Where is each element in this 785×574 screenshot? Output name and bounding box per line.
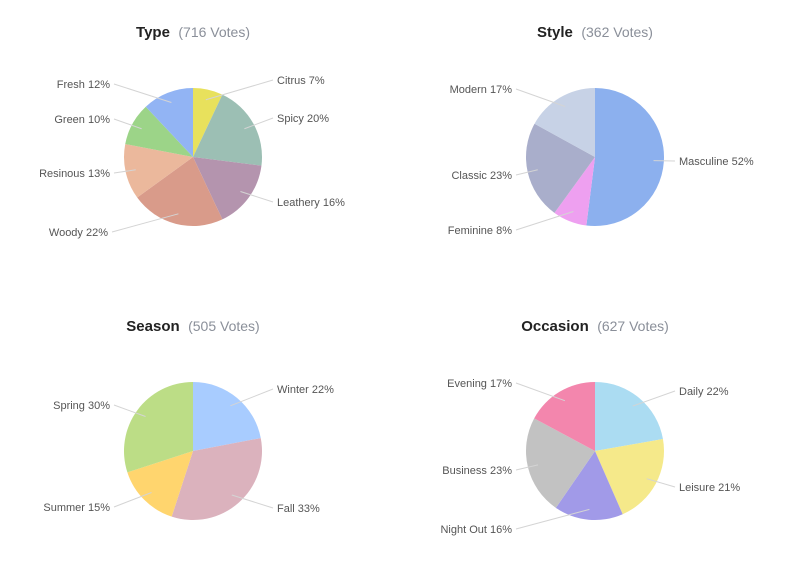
occasion-leader-evening — [515, 382, 566, 402]
style-label-masculine: Masculine 52% — [679, 156, 754, 168]
style-pie-labels: Masculine 52% Feminine 8% Classic 23% Moder… — [448, 84, 754, 237]
type-label-citrus: Citrus 7% — [277, 75, 325, 87]
season-leader-winter — [230, 388, 274, 407]
style-label-classic: Classic 23% — [451, 170, 512, 182]
type-label-leathery: Leathery 16% — [277, 197, 345, 209]
occasion-title-text: Occasion — [521, 318, 589, 335]
style-slice-modern[interactable] — [534, 88, 595, 157]
occasion-slice-evening[interactable] — [534, 382, 595, 451]
style-title-text: Style — [537, 24, 573, 41]
occasion-slice-business[interactable] — [525, 418, 595, 508]
occasion-pie-labels: Daily 22% Leisure 21% Night Out 16% Busines… — [440, 378, 740, 536]
style-slice-feminine[interactable] — [554, 157, 595, 226]
season-label-fall: Fall 33% — [277, 503, 320, 515]
type-leader-fresh — [113, 83, 172, 103]
season-leader-spring — [113, 404, 146, 417]
occasion-leader-leisure — [646, 478, 676, 488]
season-label-summer: Summer 15% — [43, 502, 110, 514]
type-slice-citrus[interactable] — [193, 88, 223, 157]
occasion-slice-daily[interactable] — [595, 382, 663, 451]
occasion-chart-title: Occasion (627 Votes) — [521, 318, 669, 335]
season-votes-count: (505 Votes) — [188, 318, 260, 334]
season-slice-winter[interactable] — [193, 382, 261, 451]
type-slice-leathery[interactable] — [193, 157, 262, 220]
occasion-slice-leisure[interactable] — [595, 439, 664, 515]
style-leader-feminine — [515, 211, 574, 231]
type-pie-slices — [124, 88, 262, 226]
style-pie-slices — [526, 88, 664, 226]
type-leader-citrus — [205, 79, 274, 101]
season-leader-summer — [113, 492, 152, 508]
occasion-votes-count: (627 Votes) — [597, 318, 669, 334]
style-chart-title: Style (362 Votes) — [537, 24, 653, 41]
type-slice-spicy[interactable] — [193, 94, 262, 166]
type-slice-resinous[interactable] — [124, 144, 193, 198]
season-chart-title: Season (505 Votes) — [126, 318, 259, 335]
season-slice-summer[interactable] — [127, 451, 193, 517]
type-label-green: Green 10% — [54, 114, 110, 126]
type-pie-labels: Citrus 7% Spicy 20% Leathery 16% Woody 22% R… — [39, 75, 345, 239]
occasion-pie-slices — [525, 382, 664, 520]
occasion-leader-business — [515, 464, 539, 471]
type-label-woody: Woody 22% — [49, 227, 108, 239]
occasion-label-business: Business 23% — [442, 465, 512, 477]
type-label-spicy: Spicy 20% — [277, 113, 329, 125]
occasion-pie-chart: Occasion (627 Votes) Daily 22% Leisure 21… — [440, 318, 740, 536]
season-pie-chart: Season (505 Votes) Winter 22% Fall 33% Sum… — [43, 318, 334, 521]
type-label-fresh: Fresh 12% — [57, 79, 110, 91]
type-leader-woody — [111, 213, 179, 233]
type-leader-green — [113, 118, 142, 130]
type-slice-woody[interactable] — [137, 157, 223, 226]
style-votes-count: (362 Votes) — [581, 24, 653, 40]
style-leader-modern — [515, 88, 566, 107]
season-slice-fall[interactable] — [171, 438, 263, 521]
season-label-winter: Winter 22% — [277, 384, 334, 396]
type-leader-resinous — [113, 169, 136, 174]
type-leader-leathery — [240, 190, 274, 203]
occasion-leader-night-out — [515, 508, 590, 530]
season-leader-fall — [231, 494, 274, 509]
occasion-label-leisure: Leisure 21% — [679, 482, 740, 494]
season-label-spring: Spring 30% — [53, 400, 110, 412]
type-slice-green[interactable] — [125, 106, 193, 157]
type-pie-chart: Type (716 Votes) Citrus 7% Spicy 20% Leath… — [39, 24, 345, 239]
occasion-leader-daily — [632, 390, 676, 407]
season-pie-labels: Winter 22% Fall 33% Summer 15% Spring 30% — [43, 384, 334, 515]
type-chart-title: Type (716 Votes) — [136, 24, 250, 41]
style-leader-classic — [515, 169, 538, 176]
occasion-label-night-out: Night Out 16% — [440, 524, 512, 536]
occasion-slice-night-out[interactable] — [555, 451, 623, 520]
type-votes-count: (716 Votes) — [178, 24, 250, 40]
season-pie-slices — [124, 382, 263, 521]
season-slice-spring[interactable] — [124, 382, 193, 473]
style-pie-chart: Style (362 Votes) Masculine 52% Feminine … — [448, 24, 754, 237]
style-label-feminine: Feminine 8% — [448, 225, 512, 237]
style-slice-classic[interactable] — [526, 123, 595, 213]
occasion-label-daily: Daily 22% — [679, 386, 729, 398]
type-leader-spicy — [244, 117, 274, 130]
season-title-text: Season — [126, 318, 179, 335]
type-title-text: Type — [136, 24, 170, 41]
style-slice-masculine[interactable] — [586, 88, 664, 226]
type-slice-fresh[interactable] — [145, 88, 193, 157]
occasion-label-evening: Evening 17% — [447, 378, 512, 390]
type-label-resinous: Resinous 13% — [39, 168, 110, 180]
style-label-modern: Modern 17% — [450, 84, 513, 96]
